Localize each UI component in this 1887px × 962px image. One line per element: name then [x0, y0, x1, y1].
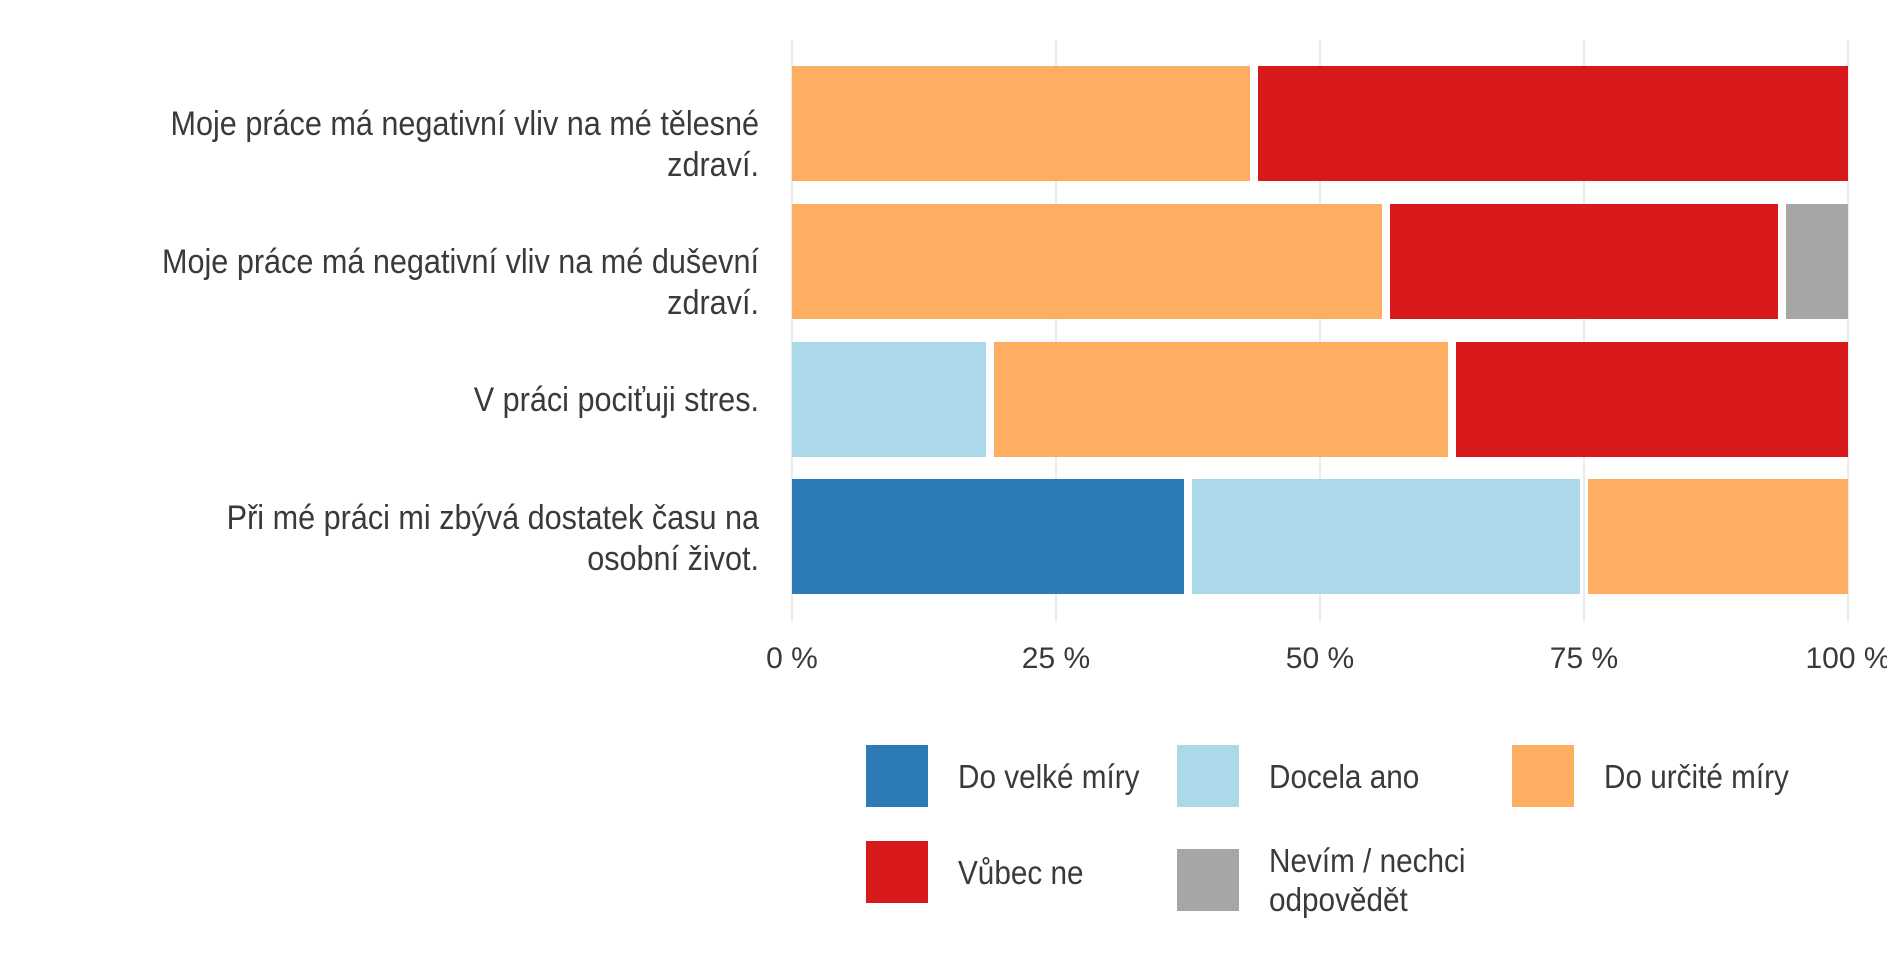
legend-item: Docela ano — [1177, 745, 1436, 807]
x-tick-label: 75 % — [1550, 642, 1618, 675]
bar-segment — [1258, 66, 1848, 181]
legend-item: Nevím / nechci odpovědět — [1177, 841, 1519, 919]
category-label: V práci pociťuji stres. — [473, 381, 759, 419]
legend-item: Do určité míry — [1512, 745, 1809, 807]
x-tick-label: 50 % — [1286, 642, 1354, 675]
x-tick-label: 100 % — [1805, 642, 1887, 675]
legend-label: Docela ano — [1269, 757, 1420, 795]
legend-label: Do velké míry — [958, 757, 1140, 795]
bar-segment — [792, 204, 1382, 319]
bar-segment — [1456, 342, 1848, 457]
legend-item: Vůbec ne — [866, 841, 1097, 903]
bar-segment — [1192, 479, 1580, 594]
legend-label: Nevím / nechci odpovědět — [1269, 842, 1466, 918]
x-tick-label: 25 % — [1022, 642, 1090, 675]
bar-segment — [1786, 204, 1848, 319]
bar-segment — [994, 342, 1448, 457]
legend-label: Do určité míry — [1604, 757, 1789, 795]
legend-swatch — [866, 841, 928, 903]
bar-segment — [792, 66, 1250, 181]
legend-swatch — [1177, 849, 1239, 911]
bar-segment — [792, 342, 986, 457]
bar-segment — [1588, 479, 1848, 594]
bars — [792, 66, 1848, 594]
category-label: Při mé práci mi zbývá dostatek času na o… — [226, 499, 760, 578]
bar-segment — [792, 479, 1184, 594]
x-tick-label: 0 % — [766, 642, 818, 675]
category-label: Moje práce má negativní vliv na mé dušev… — [161, 243, 760, 322]
legend-swatch — [1512, 745, 1574, 807]
legend: Do velké míry Docela ano Do určité míry … — [866, 745, 1887, 935]
legend-swatch — [866, 745, 928, 807]
legend-item: Do velké míry — [866, 745, 1160, 807]
legend-swatch — [1177, 745, 1239, 807]
legend-label: Vůbec ne — [958, 853, 1084, 891]
x-axis-ticks: 0 % 25 % 50 % 75 % 100 % — [766, 642, 1887, 675]
category-label: Moje práce má negativní vliv na mé těles… — [170, 105, 760, 184]
bar-segment — [1390, 204, 1778, 319]
